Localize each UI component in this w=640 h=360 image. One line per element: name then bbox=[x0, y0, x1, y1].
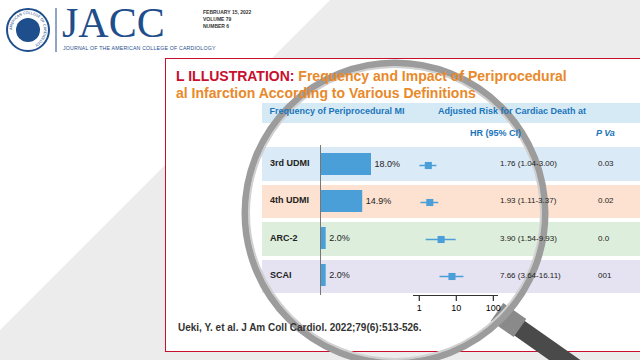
html-text:P Va: P Va bbox=[596, 128, 615, 138]
html-text:0.02: 0.02 bbox=[598, 196, 614, 206]
svg-text:18.0%: 18.0% bbox=[375, 159, 401, 169]
html-text:VOLUME 79: VOLUME 79 bbox=[203, 16, 232, 22]
html-text:Adjusted Risk for Cardiac Deat: Adjusted Risk for Cardiac Death at bbox=[438, 106, 586, 116]
html-text:NUMBER 6: NUMBER 6 bbox=[203, 23, 230, 29]
html-text:SCAI: SCAI bbox=[270, 270, 292, 281]
svg-text:10: 10 bbox=[451, 303, 461, 313]
svg-text:AMERICAN COLLEGE OF CARDIOLOGY: AMERICAN COLLEGE OF CARDIOLOGY bbox=[9, 11, 47, 48]
html-text:Frequency of Periprocedural MI: Frequency of Periprocedural MI bbox=[269, 106, 405, 116]
html-text:ARC-2: ARC-2 bbox=[270, 232, 298, 243]
svg-text:14.9%: 14.9% bbox=[366, 196, 392, 206]
html-text:1.76 (1.04-3.00): 1.76 (1.04-3.00) bbox=[500, 158, 557, 168]
svg-text:2.0%: 2.0% bbox=[329, 233, 350, 243]
html-text:Ueki, Y. et al. J Am Coll Card: Ueki, Y. et al. J Am Coll Cardiol. 2022;… bbox=[178, 322, 422, 333]
html-text:al Infarction According to Var: al Infarction According to Various Defin… bbox=[176, 85, 476, 101]
html-text:7.66 (3.64-16.11): 7.66 (3.64-16.11) bbox=[500, 271, 561, 281]
html-text:FEBRUARY 15, 2022: FEBRUARY 15, 2022 bbox=[203, 9, 252, 15]
html-text:0.0: 0.0 bbox=[598, 233, 610, 243]
html-text:HR (95% CI): HR (95% CI) bbox=[470, 128, 521, 138]
html-text:001: 001 bbox=[598, 271, 612, 281]
html-text:3.90 (1.54-9.93): 3.90 (1.54-9.93) bbox=[500, 233, 557, 243]
html-text:3rd UDMI: 3rd UDMI bbox=[270, 157, 310, 168]
html-text:0.03: 0.03 bbox=[598, 158, 614, 168]
html-text:L ILLUSTRATION: Frequency and: L ILLUSTRATION: Frequency and Impact of … bbox=[176, 68, 567, 84]
html-text:JACC: JACC bbox=[62, 0, 165, 46]
svg-text:2.0%: 2.0% bbox=[329, 270, 350, 280]
html-text:JOURNAL OF THE AMERICAN COLLEG: JOURNAL OF THE AMERICAN COLLEGE OF CARDI… bbox=[63, 45, 216, 51]
html-text:4th UDMI: 4th UDMI bbox=[270, 195, 309, 206]
svg-text:1: 1 bbox=[417, 303, 422, 313]
html-text:1.93 (1.11-3.37): 1.93 (1.11-3.37) bbox=[500, 196, 557, 206]
svg-text:100: 100 bbox=[486, 303, 501, 313]
